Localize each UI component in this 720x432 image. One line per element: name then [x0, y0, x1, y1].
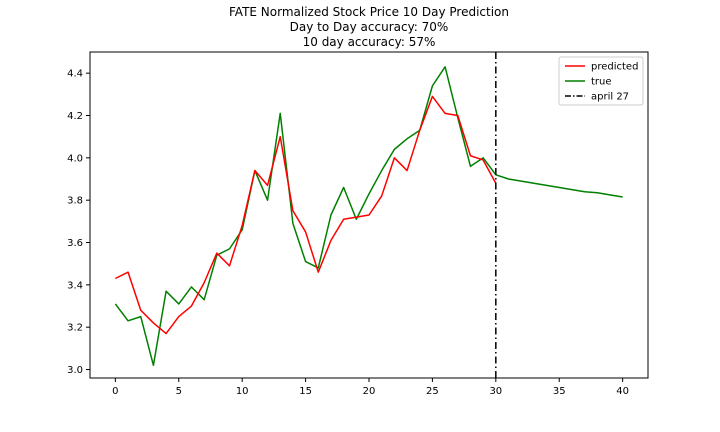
- chart-title: FATE Normalized Stock Price 10 Day Predi…: [229, 5, 509, 49]
- plot-area: [114, 52, 623, 378]
- x-tick-label: 0: [112, 386, 118, 397]
- legend-box: [558, 56, 644, 106]
- series-line-true: [114, 66, 623, 367]
- y-tick-label: 3.6: [67, 238, 83, 249]
- title-line-2: Day to Day accuracy: 70%: [290, 20, 449, 34]
- title-line-1: FATE Normalized Stock Price 10 Day Predi…: [229, 5, 509, 19]
- series-line-predicted: [115, 95, 497, 335]
- title-line-3: 10 day accuracy: 57%: [303, 35, 436, 49]
- x-tick-label: 10: [236, 386, 249, 397]
- x-tick-label: 30: [489, 386, 502, 397]
- legend-label-predicted: predicted: [591, 62, 638, 73]
- x-tick-label: 20: [363, 386, 376, 397]
- legend-label-true: true: [591, 77, 612, 88]
- y-tick-label: 3.4: [67, 280, 83, 291]
- y-tick-label: 4.2: [67, 111, 83, 122]
- y-tick-label: 4.4: [67, 69, 83, 80]
- y-tick-label: 3.2: [67, 323, 83, 334]
- legend-label-april-27: april 27: [591, 92, 629, 103]
- y-axis: 3.0 3.2 3.4 3.6 3.8 4.0 4.2 4.4: [67, 69, 90, 376]
- x-tick-label: 5: [176, 386, 182, 397]
- y-tick-label: 3.0: [67, 365, 83, 376]
- legend: predicted true april 27: [558, 56, 644, 106]
- x-tick-label: 25: [426, 386, 439, 397]
- y-tick-label: 3.8: [67, 196, 83, 207]
- x-tick-label: 35: [553, 386, 566, 397]
- x-axis: 0 5 10 15 20 25 30 35 40: [112, 378, 629, 397]
- y-tick-label: 4.0: [67, 153, 83, 164]
- x-tick-label: 15: [299, 386, 312, 397]
- x-tick-label: 40: [616, 386, 629, 397]
